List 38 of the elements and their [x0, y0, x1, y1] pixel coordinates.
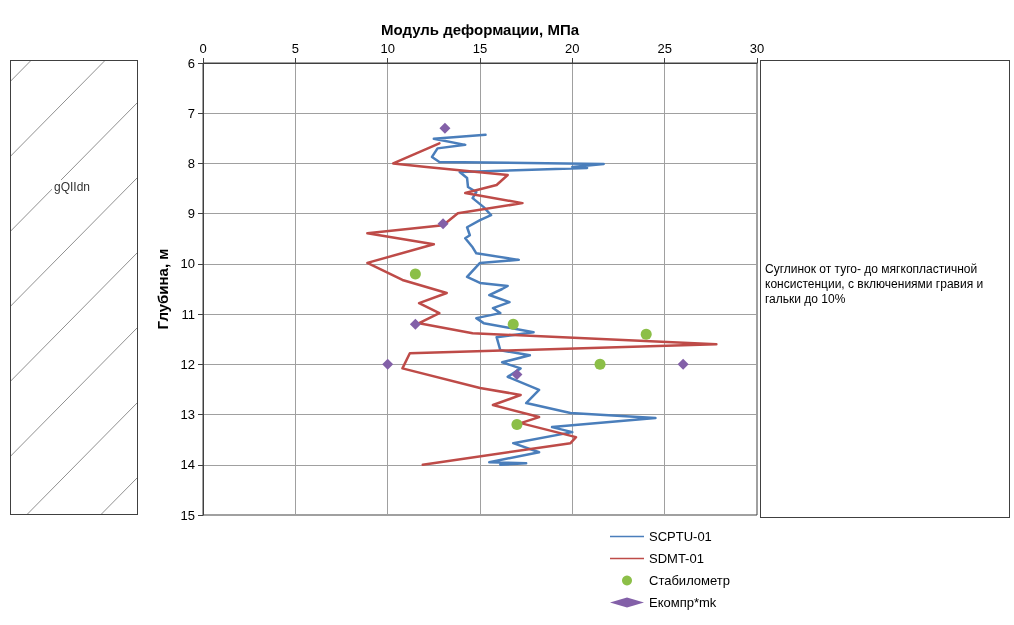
legend-label: Стабилометр — [649, 573, 731, 588]
line-series — [430, 133, 657, 467]
x-tick-label: 5 — [291, 41, 299, 56]
point — [437, 218, 449, 230]
point — [511, 419, 523, 431]
text: gQIIdn — [52, 180, 93, 194]
x-tick-label: 15 — [472, 41, 488, 56]
point — [439, 122, 451, 134]
y-tick-label: 12 — [180, 356, 195, 372]
legend-label: SDMT-01 — [649, 551, 704, 566]
y-tick-label: 14 — [180, 457, 195, 473]
x-tick-label: 10 — [380, 41, 395, 56]
legend-label: SCPTU-01 — [649, 529, 712, 544]
y-tick-label: 15 — [180, 507, 195, 523]
point — [409, 318, 421, 330]
x-tick-label: 30 — [749, 41, 765, 56]
line-series — [366, 142, 718, 467]
x-axis-title: Модуль деформации, МПа — [380, 21, 580, 38]
point — [677, 358, 689, 370]
y-tick-label: 8 — [187, 155, 195, 171]
point — [594, 358, 606, 370]
legend-label: Екомпр*mk — [649, 595, 717, 610]
y-tick-label: 10 — [180, 256, 195, 272]
x-tick-label: 0 — [199, 41, 207, 56]
point — [409, 268, 421, 280]
y-axis-title: Глубина, м — [153, 248, 171, 330]
point — [511, 368, 523, 380]
point — [382, 358, 394, 370]
y-tick-label: 13 — [180, 407, 195, 423]
point — [640, 328, 652, 340]
y-tick-label: 6 — [187, 55, 195, 71]
y-tick-label: 7 — [187, 105, 195, 121]
x-tick-label: 25 — [657, 41, 672, 56]
y-tick-label: 11 — [181, 306, 195, 322]
point — [507, 318, 519, 330]
text: Суглинок от туго- до мягкопластичной консистенции, с включениями гравия и гальки до 10% — [765, 262, 985, 307]
x-tick-label: 20 — [565, 41, 580, 56]
y-tick-label: 9 — [187, 206, 195, 222]
